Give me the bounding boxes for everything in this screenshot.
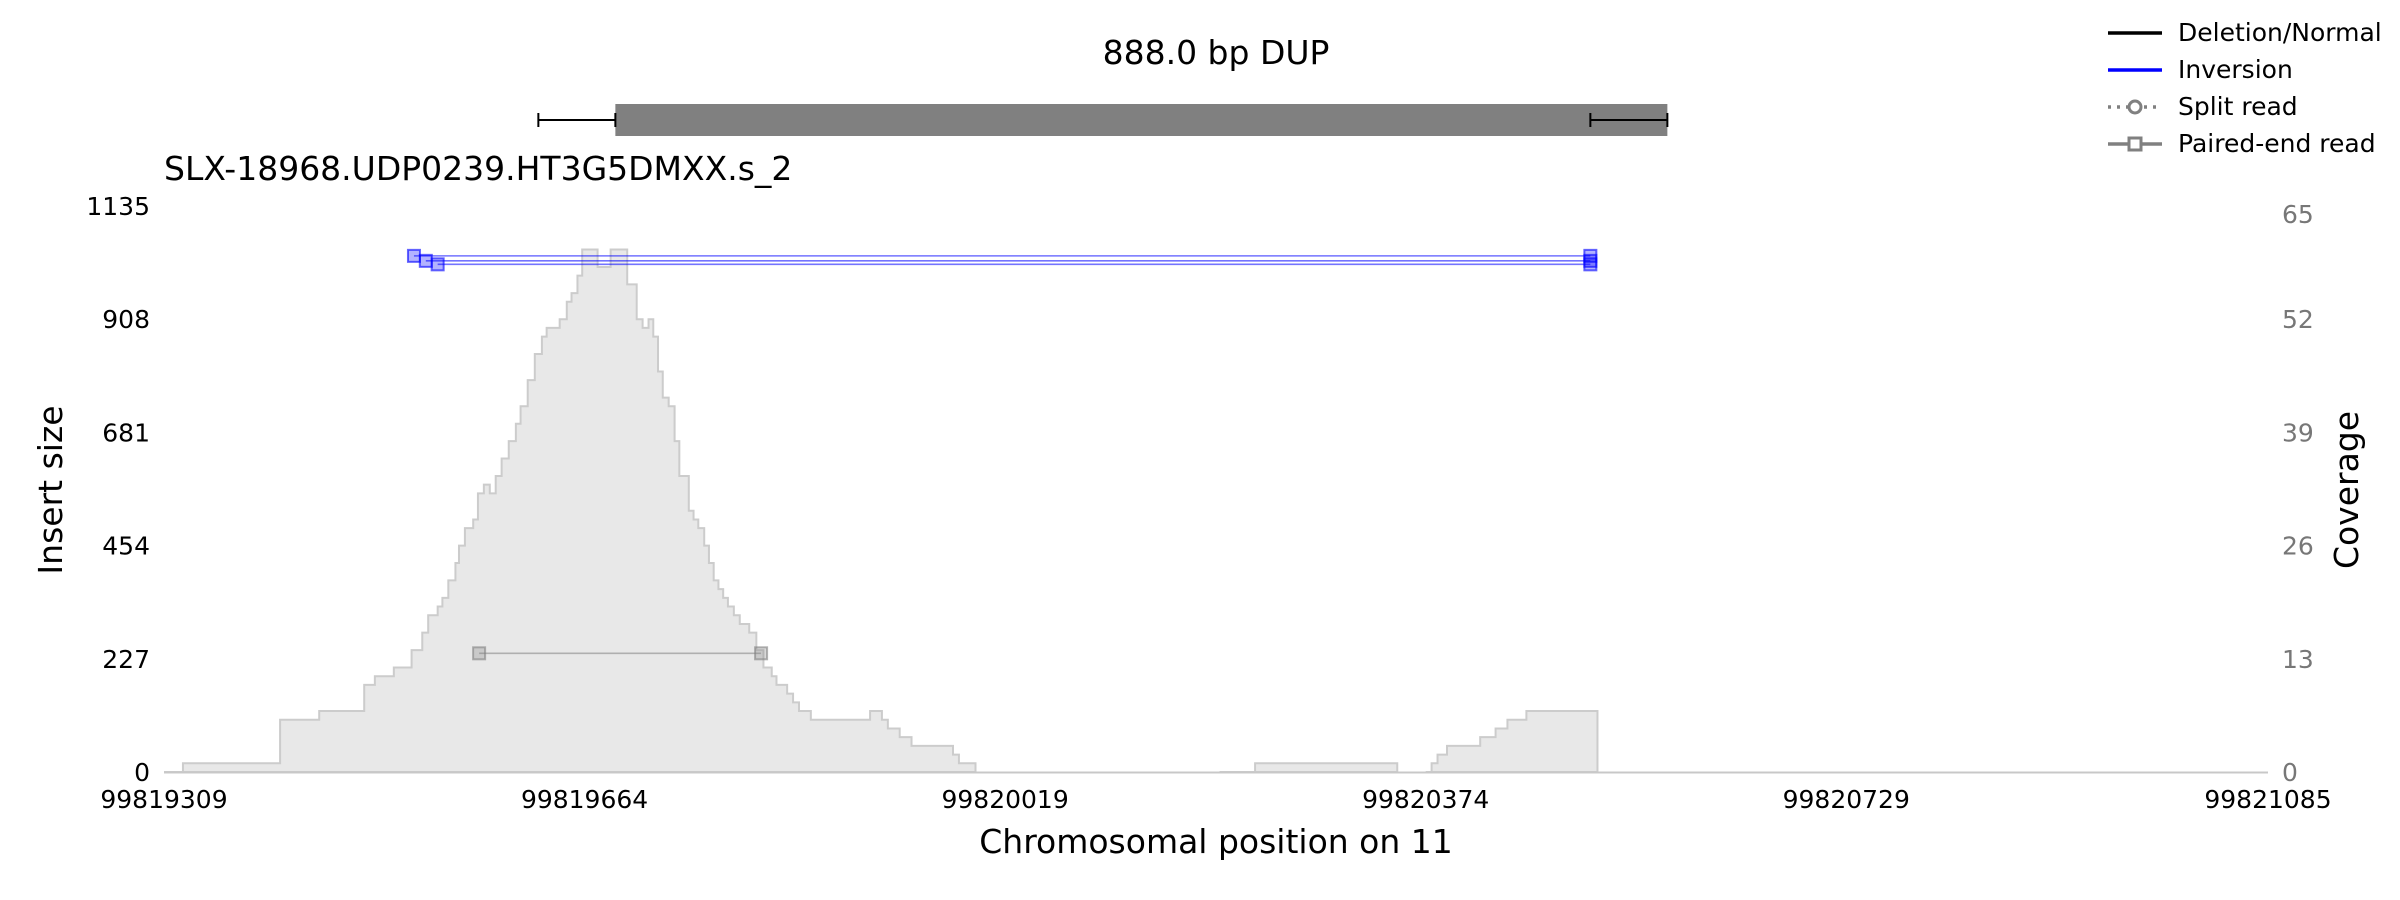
read-pairs [406,248,1598,661]
x-tick-label: 99820019 [942,785,1069,814]
legend-label: Deletion/Normal [2178,18,2382,47]
y-tick-label: 454 [102,532,150,561]
x-tick-label: 99821085 [2204,785,2331,814]
y2-tick-label: 65 [2282,200,2314,229]
x-tick-label: 99820374 [1362,785,1489,814]
y2-tick-labels: 0 13 26 39 52 65 [2282,200,2314,787]
y-tick-label: 0 [134,758,150,787]
y2-tick-label: 26 [2282,532,2314,561]
read-end-marker [1583,257,1598,272]
coverage-segment-0 [164,248,977,773]
legend-label: Paired-end read [2178,129,2376,158]
legend-marker-circle [2127,99,2143,115]
y-axis-label: Insert size [31,405,70,574]
y2-axis-label: Coverage [2327,411,2366,569]
y-tick-label: 1135 [86,192,150,221]
x-tick-label: 99820729 [1783,785,1910,814]
y2-tick-label: 13 [2282,645,2314,674]
sample-title: SLX-18968.UDP0239.HT3G5DMXX.s_2 [164,149,792,188]
coverage-segment-1 [1219,762,1399,773]
x-tick-label: 99819309 [100,785,227,814]
x-tick-labels: 99819309 99819664 99820019 99820374 99820729… [100,785,2331,814]
legend-label: Split read [2178,92,2298,121]
read-end-marker [418,253,433,268]
y-tick-label: 227 [102,645,150,674]
x-axis-label: Chromosomal position on 11 [979,822,1453,861]
legend-item-3: Paired-end read [2108,129,2376,158]
variant-bar [615,104,1668,136]
legend-marker-square [2127,136,2143,152]
ci-start-whisker [537,113,617,127]
y2-tick-label: 39 [2282,418,2314,447]
figure-title: 888.0 bp DUP [1103,33,1330,72]
legend-item-1: Inversion [2108,55,2293,84]
read-end-marker [406,248,421,263]
legend-label: Inversion [2178,55,2293,84]
legend-item-2: Split read [2108,92,2298,121]
read-pair-2 [430,257,1598,272]
ci-end-whisker [1589,113,1669,127]
legend-item-0: Deletion/Normal [2108,18,2382,47]
variant-track [537,104,1669,136]
y-tick-label: 681 [102,418,150,447]
y2-tick-label: 52 [2282,305,2314,334]
legend: Deletion/Normal Inversion Split read Paired… [2108,18,2382,158]
y-tick-labels: 0 227 454 681 908 1135 [86,192,150,787]
read-end-marker [754,646,769,661]
x-tick-label: 99819664 [521,785,648,814]
coverage-segment-2 [1425,710,1599,773]
y-tick-label: 908 [102,305,150,334]
read-pair-3 [472,646,769,661]
read-end-marker [430,257,445,272]
coverage-area [164,248,1599,773]
read-end-marker [472,646,487,661]
y2-tick-label: 0 [2282,758,2298,787]
